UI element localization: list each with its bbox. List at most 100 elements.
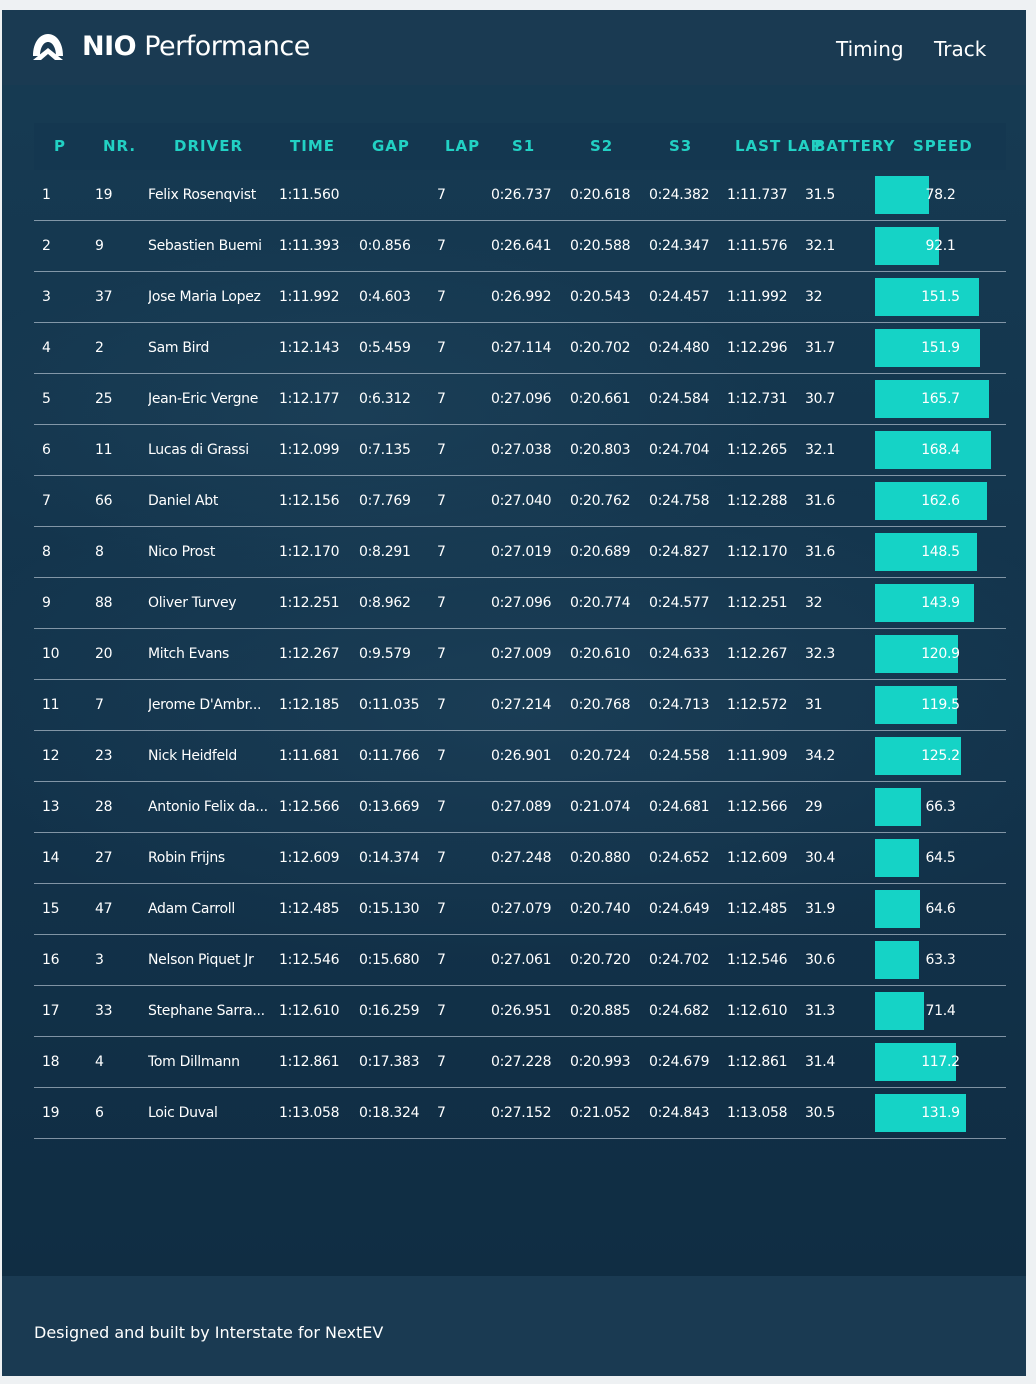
col-header-lap[interactable]: LAP — [445, 137, 481, 155]
cell-time: 1:11.992 — [279, 289, 340, 305]
table-row[interactable]: 14 27 Robin Frijns 1:12.609 0:14.374 7 0:27.24… — [34, 833, 1006, 884]
cell-battery: 30.6 — [805, 952, 835, 968]
cell-lap: 7 — [437, 340, 446, 356]
table-row[interactable]: 10 20 Mitch Evans 1:12.267 0:9.579 7 0:27.009 0… — [34, 629, 1006, 680]
cell-position: 3 — [42, 289, 51, 305]
cell-battery: 31.7 — [805, 340, 835, 356]
cell-speed: 92.1 — [875, 227, 1006, 265]
main-content: P NR. DRIVER TIME GAP LAP S1 S2 S3 LAST … — [2, 85, 1026, 1276]
table-row[interactable]: 19 6 Loic Duval 1:13.058 0:18.324 7 0:27.152 0:… — [34, 1088, 1006, 1139]
table-row[interactable]: 8 8 Nico Prost 1:12.170 0:8.291 7 0:27.019 0:20… — [34, 527, 1006, 578]
cell-speed: 148.5 — [875, 533, 1006, 571]
col-header-time[interactable]: TIME — [290, 137, 335, 155]
col-header-driver[interactable]: DRIVER — [174, 137, 243, 155]
col-header-nr[interactable]: NR. — [103, 137, 137, 155]
cell-s1: 0:27.040 — [491, 493, 552, 509]
table-row[interactable]: 18 4 Tom Dillmann 1:12.861 0:17.383 7 0:27.228… — [34, 1037, 1006, 1088]
col-header-speed[interactable]: SPEED — [913, 137, 973, 155]
cell-s2: 0:20.885 — [570, 1003, 631, 1019]
col-header-s1[interactable]: S1 — [512, 137, 536, 155]
col-header-s2[interactable]: S2 — [590, 137, 614, 155]
cell-position: 5 — [42, 391, 51, 407]
cell-last-lap: 1:12.296 — [727, 340, 788, 356]
timing-table: P NR. DRIVER TIME GAP LAP S1 S2 S3 LAST … — [34, 123, 1006, 1139]
cell-s1: 0:27.009 — [491, 646, 552, 662]
cell-position: 4 — [42, 340, 51, 356]
table-row[interactable]: 7 66 Daniel Abt 1:12.156 0:7.769 7 0:27.040 0:2… — [34, 476, 1006, 527]
cell-driver: Jerome D'Ambr... — [148, 697, 262, 713]
cell-s3: 0:24.457 — [649, 289, 710, 305]
cell-gap: 0:15.680 — [359, 952, 420, 968]
speed-bar — [875, 533, 977, 571]
brand-title[interactable]: NIO Performance — [82, 29, 310, 65]
cell-s2: 0:21.074 — [570, 799, 631, 815]
cell-battery: 32 — [805, 289, 823, 305]
speed-value: 71.4 — [925, 1003, 956, 1019]
cell-last-lap: 1:12.610 — [727, 1003, 788, 1019]
cell-driver: Nelson Piquet Jr — [148, 952, 254, 968]
table-row[interactable]: 4 2 Sam Bird 1:12.143 0:5.459 7 0:27.114 0:20.7… — [34, 323, 1006, 374]
cell-time: 1:11.681 — [279, 748, 340, 764]
cell-time: 1:12.177 — [279, 391, 340, 407]
cell-lap: 7 — [437, 238, 446, 254]
cell-time: 1:12.485 — [279, 901, 340, 917]
speed-bar — [875, 584, 974, 622]
speed-value: 162.6 — [921, 493, 960, 509]
cell-s2: 0:20.993 — [570, 1054, 631, 1070]
cell-position: 12 — [42, 748, 60, 764]
cell-speed: 119.5 — [875, 686, 1006, 724]
cell-position: 19 — [42, 1105, 60, 1121]
table-row[interactable]: 2 9 Sebastien Buemi 1:11.393 0:0.856 7 0:26.64… — [34, 221, 1006, 272]
cell-last-lap: 1:11.576 — [727, 238, 788, 254]
speed-value: 143.9 — [921, 595, 960, 611]
cell-time: 1:12.185 — [279, 697, 340, 713]
cell-number: 11 — [95, 442, 113, 458]
cell-s2: 0:20.618 — [570, 187, 631, 203]
col-header-gap[interactable]: GAP — [372, 137, 410, 155]
speed-bar — [875, 686, 957, 724]
cell-last-lap: 1:12.251 — [727, 595, 788, 611]
speed-value: 64.5 — [925, 850, 956, 866]
nav-timing[interactable]: Timing — [836, 37, 904, 61]
table-row[interactable]: 5 25 Jean-Eric Vergne 1:12.177 0:6.312 7 0:27.… — [34, 374, 1006, 425]
cell-time: 1:12.609 — [279, 850, 340, 866]
speed-bar — [875, 431, 991, 469]
cell-driver: Sam Bird — [148, 340, 210, 356]
cell-speed: 64.5 — [875, 839, 1006, 877]
cell-number: 23 — [95, 748, 113, 764]
speed-bar — [875, 941, 919, 979]
speed-value: 63.3 — [925, 952, 956, 968]
cell-number: 4 — [95, 1054, 104, 1070]
cell-lap: 7 — [437, 850, 446, 866]
table-row[interactable]: 9 88 Oliver Turvey 1:12.251 0:8.962 7 0:27.096… — [34, 578, 1006, 629]
table-row[interactable]: 13 28 Antonio Felix da... 1:12.566 0:13.669 7… — [34, 782, 1006, 833]
cell-s3: 0:24.681 — [649, 799, 710, 815]
table-row[interactable]: 3 37 Jose Maria Lopez 1:11.992 0:4.603 7 0:26.… — [34, 272, 1006, 323]
cell-battery: 32.1 — [805, 442, 835, 458]
table-row[interactable]: 16 3 Nelson Piquet Jr 1:12.546 0:15.680 7 0:27… — [34, 935, 1006, 986]
nav-track[interactable]: Track — [934, 37, 987, 61]
table-row[interactable]: 1 19 Felix Rosenqvist 1:11.560 7 0:26.737 0:20… — [34, 170, 1006, 221]
cell-last-lap: 1:12.265 — [727, 442, 788, 458]
cell-gap: 0:15.130 — [359, 901, 420, 917]
cell-number: 28 — [95, 799, 113, 815]
col-header-last-lap[interactable]: LAST LAP — [735, 137, 823, 155]
table-row[interactable]: 17 33 Stephane Sarra... 1:12.610 0:16.259 7 0:… — [34, 986, 1006, 1037]
cell-speed: 143.9 — [875, 584, 1006, 622]
speed-bar — [875, 890, 920, 928]
table-row[interactable]: 12 23 Nick Heidfeld 1:11.681 0:11.766 7 0:26.9… — [34, 731, 1006, 782]
cell-s3: 0:24.577 — [649, 595, 710, 611]
col-header-p[interactable]: P — [54, 137, 66, 155]
col-header-battery[interactable]: BATTERY — [814, 137, 896, 155]
col-header-s3[interactable]: S3 — [669, 137, 693, 155]
cell-number: 19 — [95, 187, 113, 203]
cell-number: 47 — [95, 901, 113, 917]
table-row[interactable]: 11 7 Jerome D'Ambr... 1:12.185 0:11.035 7 0:27… — [34, 680, 1006, 731]
cell-position: 18 — [42, 1054, 60, 1070]
table-row[interactable]: 15 47 Adam Carroll 1:12.485 0:15.130 7 0:27.07… — [34, 884, 1006, 935]
cell-gap: 0:8.962 — [359, 595, 411, 611]
cell-gap: 0:14.374 — [359, 850, 420, 866]
cell-number: 2 — [95, 340, 104, 356]
cell-number: 9 — [95, 238, 104, 254]
table-row[interactable]: 6 11 Lucas di Grassi 1:12.099 0:7.135 7 0:27.0… — [34, 425, 1006, 476]
